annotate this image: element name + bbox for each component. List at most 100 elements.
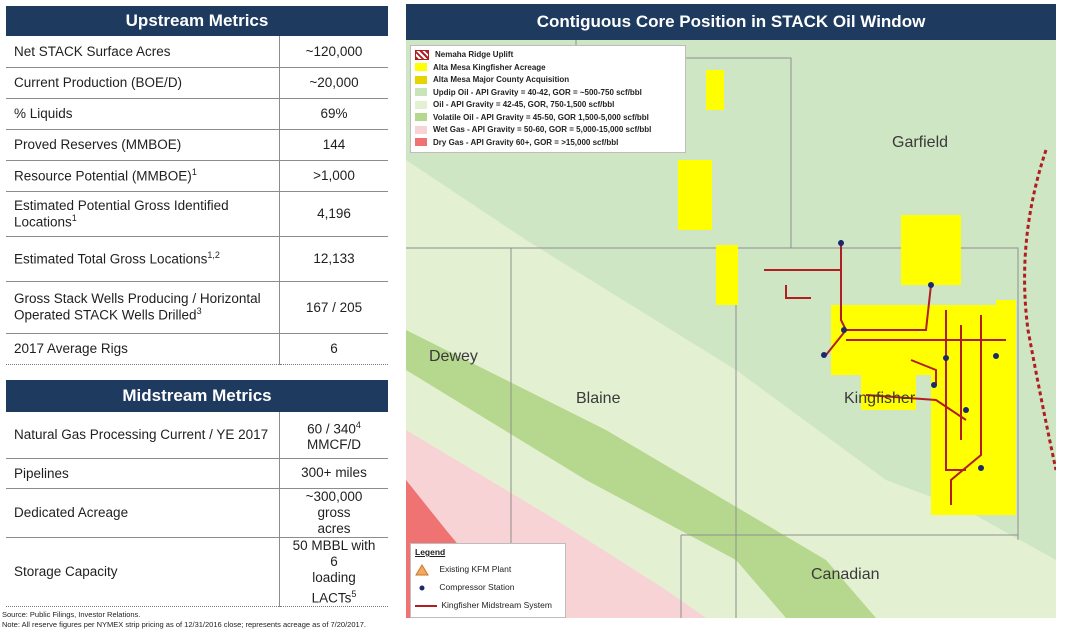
- metric-value: 60 / 3404 MMCF/D: [279, 412, 388, 459]
- metric-label-text: Resource Potential (MMBOE): [14, 168, 192, 184]
- zone-swatch: [415, 113, 427, 122]
- metric-label-text: Proved Reserves (MMBOE): [14, 137, 182, 152]
- metric-value: 144: [279, 129, 388, 161]
- metric-value: 300+ miles: [279, 458, 388, 489]
- legend-row: Alta Mesa Major County Acquisition: [415, 74, 569, 86]
- metric-label: Dedicated Acreage: [6, 488, 280, 538]
- legend-item-plant: Existing KFM Plant: [415, 564, 511, 576]
- upstream-row: Net STACK Surface Acres ~120,000: [6, 36, 388, 68]
- county-garfield: Garfield: [892, 134, 949, 151]
- metric-label: Natural Gas Processing Current / YE 2017: [6, 412, 280, 459]
- metric-label: % Liquids: [6, 98, 280, 130]
- metric-value-line2: acres: [317, 520, 351, 536]
- metric-label-text: Gross Stack Wells Producing / Horizontal…: [14, 291, 261, 323]
- metric-value-line2: MMCF/D: [307, 437, 361, 452]
- metric-label-text: % Liquids: [14, 106, 73, 121]
- upstream-row: 2017 Average Rigs 6: [6, 333, 388, 365]
- legend-title: Legend: [415, 547, 446, 557]
- metric-label: Estimated Total Gross Locations1,2: [6, 236, 280, 282]
- legend-label: Oil - API Gravity = 42-45, GOR, 750-1,50…: [433, 100, 615, 109]
- triangle-icon: [415, 564, 429, 576]
- metric-label: Pipelines: [6, 458, 280, 489]
- upstream-row: Gross Stack Wells Producing / Horizontal…: [6, 281, 388, 334]
- metric-label: Proved Reserves (MMBOE): [6, 129, 280, 161]
- metric-value-line1: 60 / 340: [307, 421, 356, 436]
- zone-swatch: [415, 138, 427, 147]
- pipeline-system: [764, 240, 1006, 505]
- metric-label: Net STACK Surface Acres: [6, 36, 280, 68]
- metric-value: ~20,000: [279, 67, 388, 99]
- zone-swatch: [415, 63, 427, 72]
- legend-label-compressor: Compressor Station: [439, 582, 515, 593]
- footnote-ref: 1,2: [207, 250, 220, 261]
- zone-swatch: [415, 75, 427, 84]
- upstream-row: Proved Reserves (MMBOE) 144: [6, 129, 388, 161]
- legend-label: Dry Gas - API Gravity 60+, GOR = >15,000…: [433, 137, 619, 147]
- midstream-row: Pipelines 300+ miles: [6, 458, 388, 489]
- nemaha-swatch-icon: [415, 49, 429, 60]
- metric-label-text: Estimated Potential Gross Identified Loc…: [14, 197, 229, 230]
- compressor-stations: [821, 240, 999, 471]
- upstream-row: Estimated Potential Gross Identified Loc…: [6, 191, 388, 237]
- midstream-row: Natural Gas Processing Current / YE 2017…: [6, 412, 388, 459]
- metric-label-text: Current Production (BOE/D): [14, 75, 183, 90]
- metric-label: Storage Capacity: [6, 537, 280, 607]
- legend-label: Wet Gas - API Gravity = 50-60, GOR = 5,0…: [433, 125, 652, 134]
- metric-value: >1,000: [279, 160, 388, 192]
- footnote-ref: 3: [196, 306, 202, 317]
- metric-value: 69%: [279, 98, 388, 130]
- legend-row: Nemaha Ridge Uplift: [415, 49, 513, 61]
- metric-label-text: Net STACK Surface Acres: [14, 43, 171, 59]
- metric-label-text: Estimated Total Gross Locations: [14, 251, 208, 267]
- legend-label: Updip Oil - API Gravity = 40-42, GOR = ~…: [433, 87, 642, 97]
- legend-item-compressor: Compressor Station: [415, 582, 515, 594]
- facility-legend: Legend Existing KFM Plant Compressor Sta…: [410, 543, 566, 618]
- legend-row: Updip Oil - API Gravity = 40-42, GOR = ~…: [415, 87, 642, 99]
- metric-label-text: 2017 Average Rigs: [14, 341, 128, 356]
- metric-value: ~120,000: [279, 36, 388, 68]
- zone-legend: Nemaha Ridge Uplift Alta Mesa Kingfisher …: [410, 45, 686, 153]
- metric-label: Current Production (BOE/D): [6, 67, 280, 99]
- legend-label: Alta Mesa Kingfisher Acreage: [433, 62, 546, 72]
- zone-swatch: [415, 125, 427, 134]
- upstream-row: Current Production (BOE/D) ~20,000: [6, 67, 388, 99]
- midstream-row: Dedicated Acreage ~300,000 gross acres: [6, 488, 388, 538]
- upstream-row: Resource Potential (MMBOE)1 >1,000: [6, 160, 388, 192]
- metric-value-line2: loading LACTs: [311, 569, 356, 606]
- footnote-ref: 5: [351, 588, 357, 599]
- metric-value: 12,133: [279, 236, 388, 282]
- upstream-table: Net STACK Surface Acres ~120,000 Current P…: [6, 36, 388, 365]
- metric-label: Gross Stack Wells Producing / Horizontal…: [6, 281, 280, 334]
- metric-value: ~300,000 gross acres: [279, 488, 388, 538]
- metric-value-line1: 50 MBBL with 6: [292, 537, 376, 569]
- metric-label: Estimated Potential Gross Identified Loc…: [6, 191, 280, 237]
- metric-value: 6: [279, 333, 388, 365]
- legend-label-plant: Existing KFM Plant: [439, 564, 512, 575]
- county-kingfisher: Kingfisher: [844, 390, 916, 407]
- county-dewey: Dewey: [429, 348, 478, 365]
- footnote-ref: 1: [71, 212, 77, 223]
- legend-row: Wet Gas - API Gravity = 50-60, GOR = 5,0…: [415, 124, 651, 136]
- legend-row: Volatile Oil - API Gravity = 45-50, GOR …: [415, 112, 649, 124]
- reserve-note: Note: All reserve figures per NYMEX stri…: [2, 620, 366, 629]
- midstream-row: Storage Capacity 50 MBBL with 6 loading LA…: [6, 537, 388, 607]
- upstream-title: Upstream Metrics: [6, 6, 388, 36]
- metric-value: 167 / 205: [279, 281, 388, 334]
- legend-row: Alta Mesa Kingfisher Acreage: [415, 62, 546, 74]
- metric-label: 2017 Average Rigs: [6, 333, 280, 365]
- county-blaine: Blaine: [576, 390, 621, 407]
- legend-label: Alta Mesa Major County Acquisition: [433, 75, 570, 84]
- legend-label: Nemaha Ridge Uplift: [435, 50, 514, 59]
- legend-item-pipeline: Kingfisher Midstream System: [415, 600, 552, 610]
- upstream-row: % Liquids 69%: [6, 98, 388, 130]
- upstream-row: Estimated Total Gross Locations1,2 12,133: [6, 236, 388, 282]
- metric-value-line1: ~300,000 gross: [305, 488, 363, 520]
- midstream-table: Natural Gas Processing Current / YE 2017…: [6, 412, 388, 607]
- nemaha-ridge-line: [1023, 149, 1056, 471]
- metric-value: 4,196: [279, 191, 388, 237]
- legend-label: Volatile Oil - API Gravity = 45-50, GOR …: [433, 112, 649, 122]
- dot-icon: [419, 585, 425, 591]
- map-title: Contiguous Core Position in STACK Oil Wi…: [406, 4, 1056, 40]
- metric-label: Resource Potential (MMBOE)1: [6, 160, 280, 192]
- legend-row: Dry Gas - API Gravity 60+, GOR = >15,000…: [415, 137, 618, 149]
